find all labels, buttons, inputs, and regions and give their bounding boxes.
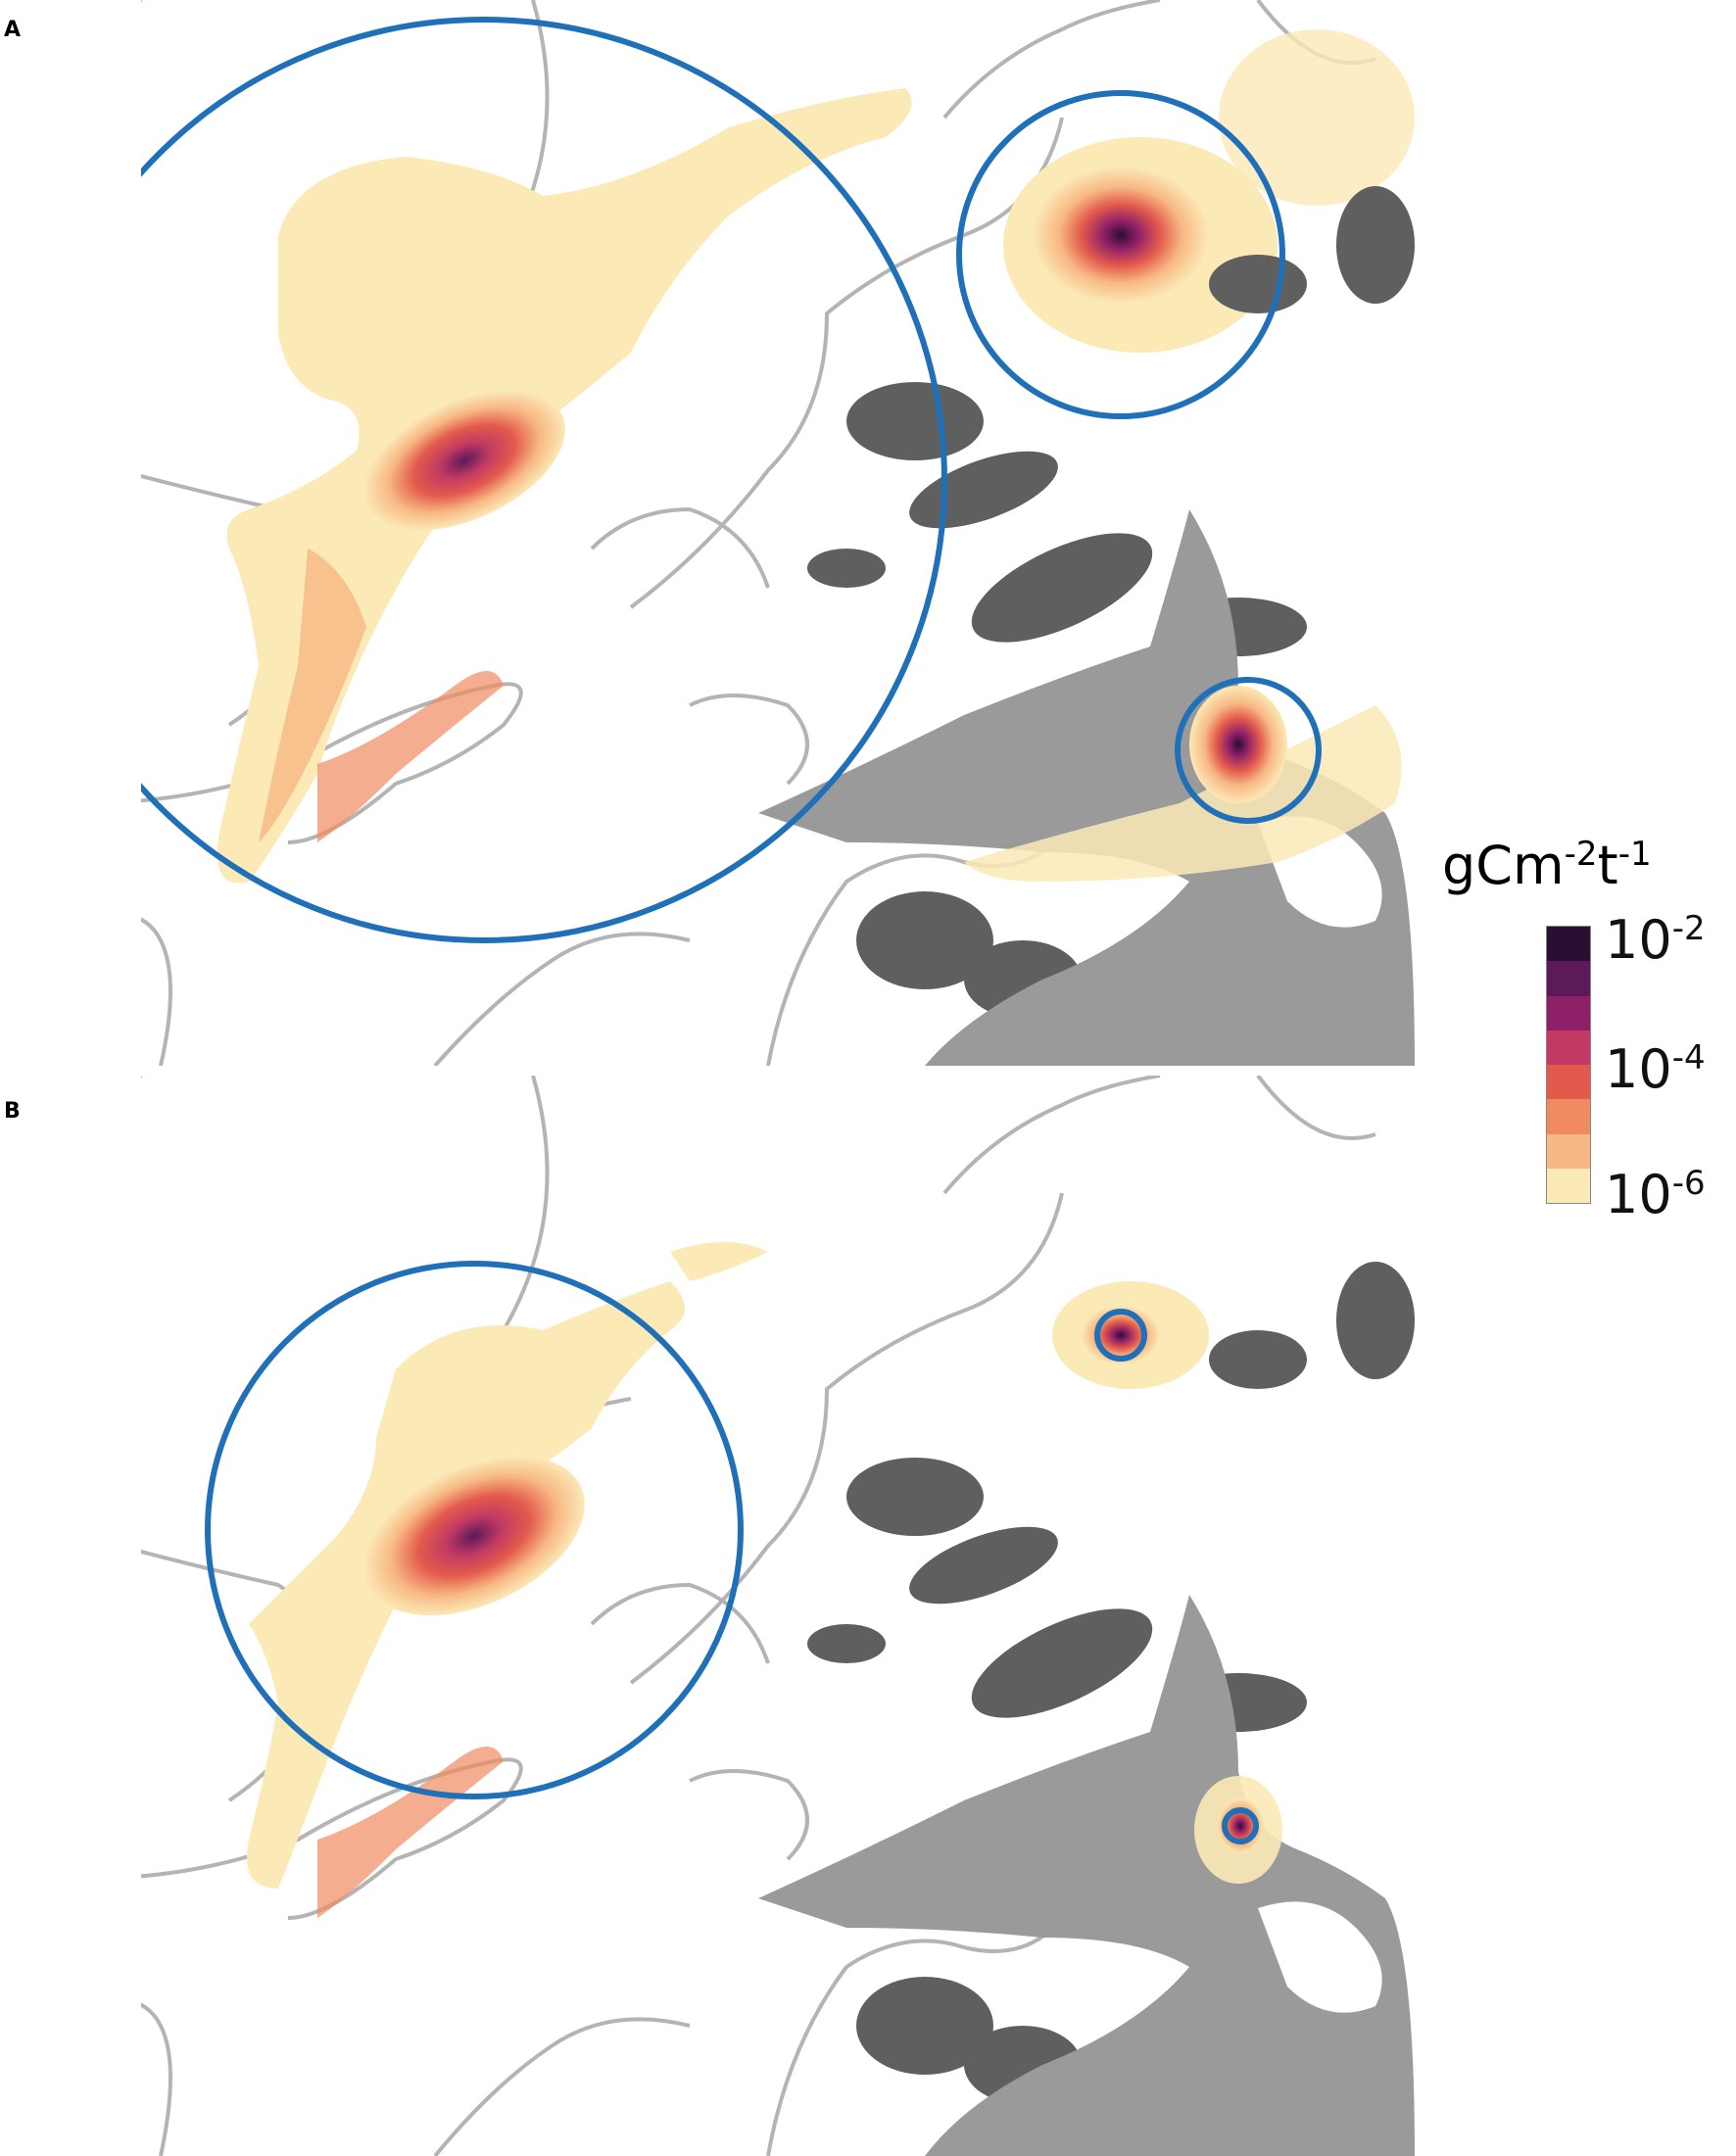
deposition-plume-northeast [1003,29,1415,353]
colorbar-level [1547,961,1590,996]
circle-west-large [82,17,947,943]
colorbar-level [1547,1168,1590,1203]
circle-west [205,1261,744,1799]
colorbar-tick-mid: 10-4 [1605,1038,1706,1100]
colorbar-level [1547,1065,1590,1100]
deposition-plume-southeast [964,686,1402,882]
panel-label-b: B [4,1099,21,1124]
map-panel-b [82,1076,1415,2156]
colorbar-level [1547,1030,1590,1065]
source-circles [82,17,1322,943]
land [758,1595,1415,2156]
colorbar-level [1547,1133,1590,1169]
circle-northeast [956,90,1285,419]
deposition-plume-west [247,1242,768,1918]
circle-southeast [1175,677,1322,824]
colorbar [1546,926,1591,1204]
source-circles [205,1261,1259,1845]
colorbar-level [1547,927,1590,962]
colorbar-tick-top: 10-2 [1605,909,1706,971]
deposition-plume-west [217,88,912,884]
deposition-plume-southeast [1194,1776,1282,1884]
colorbar-unit-label: gCm-2t-1 [1442,835,1652,896]
map-panel-a [82,0,1415,1066]
panel-label-a: A [4,18,22,42]
deposition-plume-northeast [1052,1281,1209,1389]
colorbar-level [1547,995,1590,1030]
circle-southeast-small [1222,1807,1259,1845]
circle-northeast-small [1094,1309,1147,1362]
colorbar-level [1547,1099,1590,1134]
map-a-svg [82,0,1415,1066]
map-b-svg [82,1076,1415,2156]
colorbar-tick-bottom: 10-6 [1605,1164,1706,1225]
